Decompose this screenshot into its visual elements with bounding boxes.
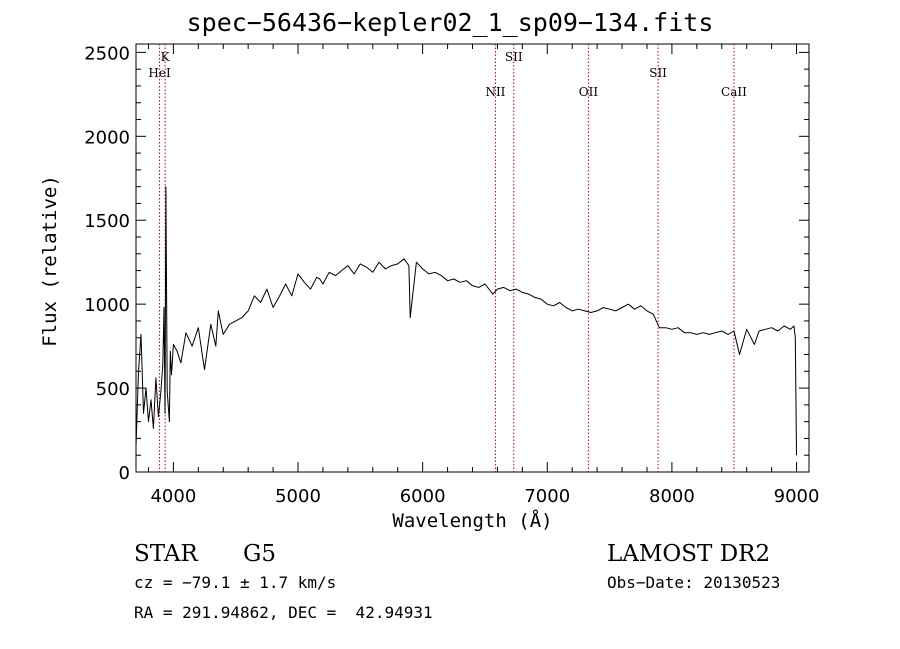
object-class: STAR [134, 541, 198, 567]
y-tick-label: 2000 [84, 127, 130, 148]
x-tick-label: 4000 [150, 486, 196, 507]
y-tick-label: 500 [96, 379, 130, 400]
y-tick-label: 1000 [84, 295, 130, 316]
line-marker-label: OII [579, 85, 599, 99]
line-marker-label: SII [649, 66, 667, 80]
x-tick-label: 9000 [774, 486, 820, 507]
y-tick-label: 0 [119, 463, 130, 484]
y-tick-label: 1500 [84, 211, 130, 232]
line-marker-label: K [161, 50, 171, 64]
plot-frame [135, 43, 810, 473]
chart-title: spec−56436−kepler02_1_sp09−134.fits [186, 8, 714, 37]
x-tick-label: 5000 [275, 486, 321, 507]
observation-date: Obs−Date: 20130523 [607, 573, 781, 592]
spectrum-line [135, 186, 797, 456]
line-marker-label: CaII [721, 85, 747, 99]
y-axis-label: Flux (relative) [39, 175, 61, 347]
x-tick-label: 8000 [649, 486, 695, 507]
x-axis-label: Wavelength (Å) [392, 510, 553, 532]
x-tick-label: 7000 [524, 486, 570, 507]
x-tick-label: 6000 [400, 486, 446, 507]
y-tick-label: 2500 [84, 43, 130, 64]
object-subclass: G5 [243, 541, 277, 567]
line-marker-label: SII [505, 50, 523, 64]
coordinates-text: RA = 291.94862, DEC = 42.94931 [134, 603, 433, 622]
survey-name: LAMOST DR2 [607, 541, 771, 567]
redshift-text: cz = −79.1 ± 1.7 km/s [134, 573, 337, 592]
line-marker-label: HeI [148, 66, 171, 80]
line-marker-label: NII [485, 85, 505, 99]
